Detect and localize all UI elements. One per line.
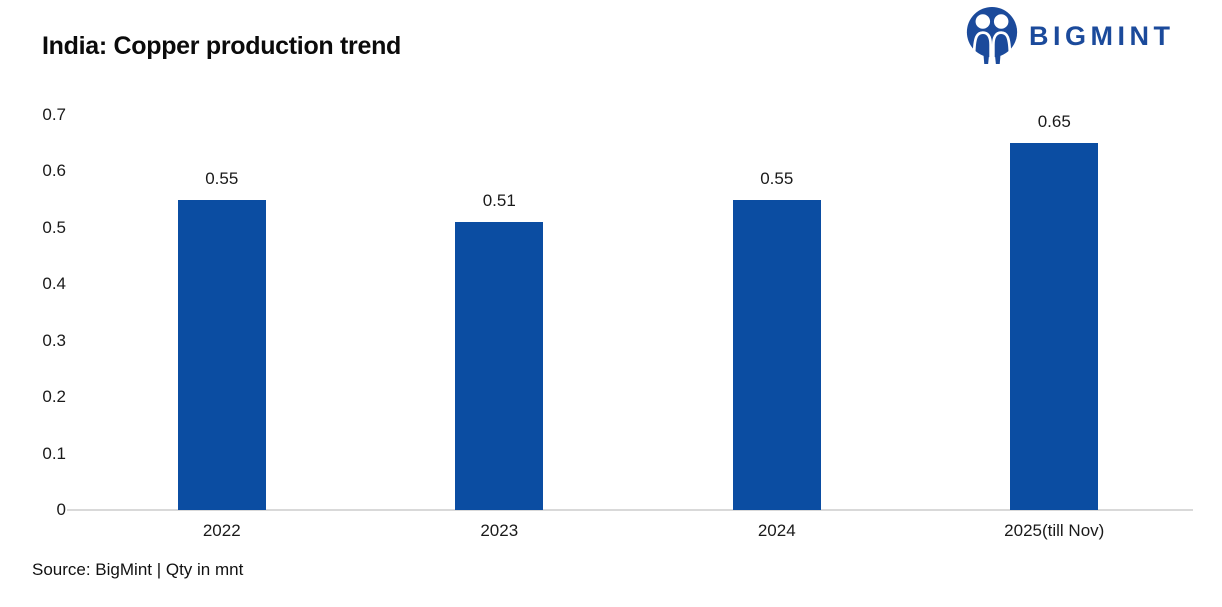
x-tick-2025(till Nov): 2025(till Nov) [1004, 521, 1105, 540]
bar-value-label-2022: 0.55 [205, 168, 239, 188]
y-tick-0.6: 0.6 [42, 161, 66, 181]
source-note: Source: BigMint | Qty in mnt [32, 560, 244, 579]
y-tick-0.1: 0.1 [42, 443, 66, 463]
x-tick-2022: 2022 [202, 521, 241, 540]
bigmint-logo-icon [966, 7, 1018, 65]
bar-2023 [455, 222, 544, 510]
chart-title: India: Copper production trend [42, 32, 402, 60]
bar-value-label-2024: 0.55 [760, 168, 794, 188]
bar-value-label-2023: 0.51 [482, 191, 516, 211]
bar-2022 [177, 199, 266, 510]
bar-value-label-2025(till Nov): 0.65 [1037, 112, 1071, 132]
x-tick-2023: 2023 [480, 521, 519, 540]
y-tick-0.7: 0.7 [42, 105, 66, 124]
y-tick-0: 0 [56, 500, 66, 519]
x-axis-line [67, 509, 1193, 511]
y-tick-0.5: 0.5 [42, 217, 66, 237]
bigmint-logo-text: BIGMINT [1029, 20, 1175, 51]
x-tick-2024: 2024 [757, 521, 796, 540]
y-tick-0.3: 0.3 [42, 330, 66, 350]
y-tick-0.4: 0.4 [42, 274, 66, 294]
bar-2025(till Nov) [1010, 143, 1099, 510]
y-tick-0.2: 0.2 [42, 387, 66, 407]
bigmint-logo: BIGMINT [963, 6, 1175, 66]
bar-2024 [732, 199, 821, 510]
